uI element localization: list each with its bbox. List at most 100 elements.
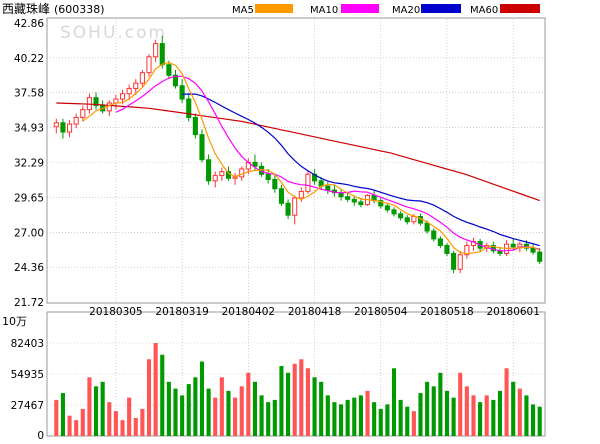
legend-ma20-swatch (421, 4, 461, 13)
candle-body (298, 190, 304, 199)
candle-body (424, 222, 430, 232)
legend-ma5-swatch (255, 4, 293, 13)
date-tick-label: 20180504 (354, 306, 408, 318)
candle-body (510, 243, 516, 248)
volume-bar (107, 402, 112, 436)
candle (510, 238, 516, 251)
volume-bar (398, 399, 403, 436)
stock-name: 西藏珠峰 (2, 2, 50, 16)
date-tick-label: 20180305 (89, 306, 142, 318)
ma20-line (182, 93, 540, 247)
candle-body (305, 173, 311, 192)
volume-bar (391, 368, 397, 436)
volume-bar (537, 406, 542, 436)
volume-bar (438, 372, 443, 436)
candle (437, 236, 443, 249)
volume-bar (93, 386, 99, 436)
candle (265, 168, 271, 184)
candle (278, 184, 284, 206)
candle (199, 129, 205, 163)
volume-bar (120, 420, 125, 436)
candle (431, 228, 437, 242)
candle (457, 250, 463, 274)
volume-bar (531, 404, 536, 436)
price-tick-label: 37.58 (14, 88, 44, 100)
volume-bar (319, 381, 324, 436)
volume-bar (411, 411, 416, 436)
date-tick-label: 20180418 (288, 306, 341, 318)
candle (404, 215, 410, 225)
date-tick-label: 20180518 (420, 306, 473, 318)
candle (212, 171, 218, 188)
volume-bar (458, 372, 463, 436)
candle-body (404, 217, 410, 223)
candle (53, 118, 59, 134)
candle-body (186, 98, 192, 118)
candle (67, 120, 73, 138)
volume-bar (186, 384, 191, 436)
candle-body (265, 173, 271, 181)
volume-bar (193, 377, 198, 436)
candle-body (93, 97, 99, 107)
candle-body (212, 175, 218, 182)
candle (285, 199, 291, 220)
candle (312, 168, 318, 185)
candle-body (398, 213, 404, 219)
price-tick-label: 32.29 (14, 158, 44, 170)
volume-bar (206, 388, 211, 436)
volume-bar (358, 395, 363, 436)
candle-body (537, 251, 543, 262)
volume-bar (378, 408, 383, 436)
volume-bar (226, 390, 231, 436)
candle (464, 241, 470, 259)
candle-body (206, 159, 212, 182)
candle (537, 248, 543, 264)
volume-bar (325, 395, 330, 436)
candle (232, 172, 238, 185)
candle-body (126, 87, 132, 95)
volume-bar (272, 399, 277, 436)
volume-tick-label: 27467 (11, 400, 44, 412)
volume-bar (259, 395, 264, 436)
volume-bar (517, 388, 522, 436)
volume-bar (266, 402, 271, 436)
date-tick-label: 20180601 (486, 306, 539, 318)
volume-bar (113, 411, 118, 436)
candle-body (239, 168, 245, 178)
candle (490, 241, 496, 254)
volume-bar (133, 417, 138, 436)
volume-bar (246, 372, 251, 436)
candle (530, 244, 536, 255)
candle-body (219, 171, 225, 177)
volume-bar (219, 377, 224, 436)
volume-bars (54, 343, 542, 436)
volume-bar (153, 343, 158, 436)
ma5-line (82, 61, 540, 255)
price-tick-label: 21.72 (14, 297, 44, 309)
candle-body (119, 93, 126, 100)
volume-bar (166, 381, 171, 436)
volume-bar (524, 395, 529, 436)
volume-bar (332, 402, 337, 436)
volume-bar (497, 390, 503, 436)
candle (126, 84, 132, 101)
volume-bar (484, 395, 489, 436)
volume-bar (140, 408, 145, 436)
candle-body (133, 82, 139, 89)
volume-bar (385, 404, 390, 436)
candle (80, 105, 86, 122)
candle-body (60, 122, 66, 133)
candle (470, 237, 477, 251)
candle-body (345, 196, 351, 200)
candle-body (444, 245, 450, 254)
price-y-ticks: 42.86 40.22 37.58 34.93 32.29 29.65 27.00 24.36… (14, 18, 44, 309)
volume-bar (160, 354, 165, 436)
volume-bar (425, 381, 430, 436)
volume-bar (54, 399, 59, 436)
volume-bar (471, 395, 476, 436)
candle-body (278, 188, 284, 204)
volume-bar (292, 363, 297, 436)
volume-bar (213, 397, 218, 436)
candle (179, 79, 185, 103)
